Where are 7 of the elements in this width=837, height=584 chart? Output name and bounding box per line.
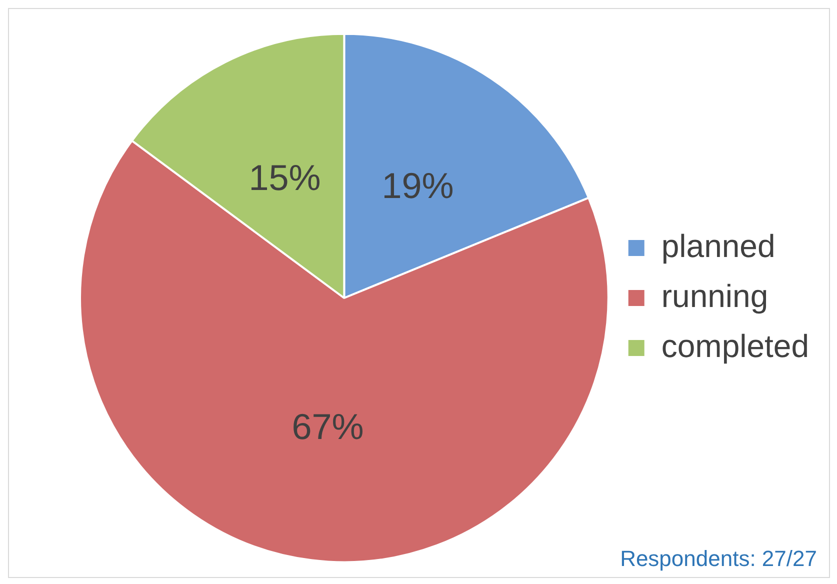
text: Respondents: 27/27	[620, 546, 817, 572]
data-label: 67%	[292, 406, 364, 447]
legend-label: planned	[661, 228, 776, 264]
legend-label: running	[661, 278, 768, 314]
legend-label: completed	[661, 328, 809, 364]
data-label: 19%	[382, 165, 454, 206]
data-label: 15%	[248, 156, 321, 198]
